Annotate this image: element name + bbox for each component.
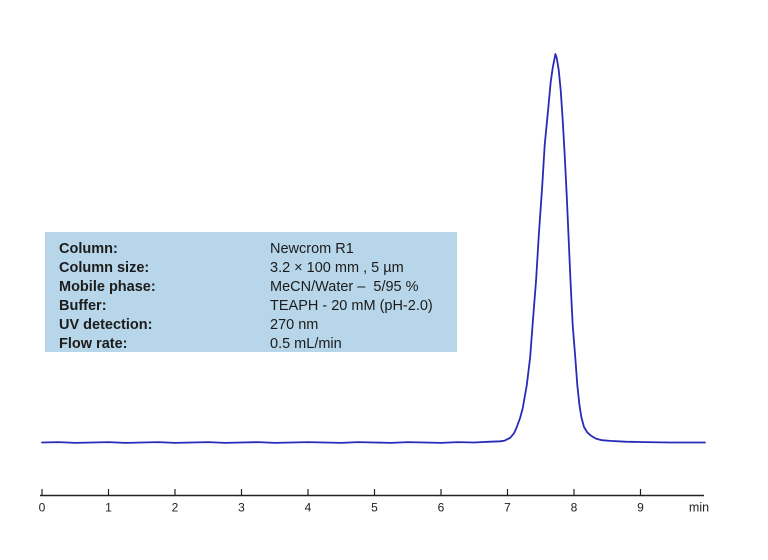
- x-axis-tick-label: 8: [571, 501, 578, 515]
- method-info-row: Column size: 3.2 × 100 mm , 5 µm: [59, 259, 451, 278]
- method-info-value: Newcrom R1: [270, 241, 354, 257]
- method-info-row: UV detection: 270 nm: [59, 316, 451, 335]
- x-axis-unit-label: min: [689, 501, 709, 515]
- method-info-value: 3.2 × 100 mm , 5 µm: [270, 260, 404, 276]
- method-info-row: Flow rate: 0.5 mL/min: [59, 335, 451, 354]
- method-info-label: Mobile phase:: [59, 279, 156, 295]
- method-info-row: Buffer: TEAPH - 20 mM (pH-2.0): [59, 297, 451, 316]
- method-info-value: MeCN/Water – 5/95 %: [270, 279, 419, 295]
- method-info-label: Buffer:: [59, 298, 107, 314]
- x-axis-tick-label: 1: [105, 501, 112, 515]
- method-info-label: Column:: [59, 241, 118, 257]
- method-info-value: 0.5 mL/min: [270, 336, 342, 352]
- method-info-box: Column: Newcrom R1 Column size: 3.2 × 100 m…: [45, 232, 457, 352]
- x-axis-tick-label: 5: [371, 501, 378, 515]
- method-info-value: 270 nm: [270, 317, 319, 333]
- method-info-row: Column: Newcrom R1: [59, 240, 451, 259]
- x-axis-tick-label: 4: [305, 501, 312, 515]
- x-axis-tick-label: 0: [39, 501, 46, 515]
- chromatogram-trace: [41, 53, 706, 444]
- x-axis-tick-label: 6: [438, 501, 445, 515]
- method-info-row: Mobile phase: MeCN/Water – 5/95 %: [59, 278, 451, 297]
- method-info-value: TEAPH - 20 mM (pH-2.0): [270, 298, 433, 314]
- method-info-label: UV detection:: [59, 317, 153, 333]
- x-axis-tick-label: 7: [504, 501, 511, 515]
- method-info-label: Column size:: [59, 260, 150, 276]
- x-axis-tick-label: 3: [238, 501, 245, 515]
- x-axis-tick-label: 2: [172, 501, 179, 515]
- method-info-label: Flow rate:: [59, 336, 128, 352]
- x-axis-tick-label: 9: [637, 501, 644, 515]
